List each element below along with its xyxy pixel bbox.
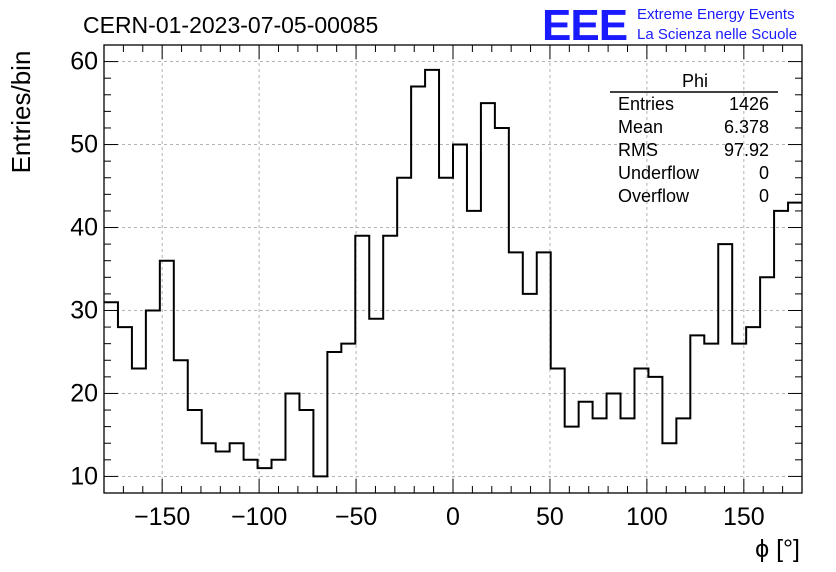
stats-row-label: Entries	[618, 94, 674, 114]
histogram-bin	[202, 443, 216, 493]
histogram-bin	[453, 145, 467, 493]
stats-row-value: 97.92	[724, 140, 769, 160]
stats-row-label: Underflow	[618, 163, 700, 183]
histogram-bin	[732, 344, 746, 493]
stats-row-value: 6.378	[724, 117, 769, 137]
stats-row-value: 0	[759, 186, 769, 206]
y-axis-label: Entries/bin	[6, 51, 36, 174]
histogram-bin	[495, 128, 509, 493]
histogram-bin	[565, 427, 579, 493]
x-tick-label: 100	[626, 503, 668, 531]
histogram-bin	[397, 178, 411, 493]
x-axis-ticks: −150 −100 −50 0 50 100 150	[122, 45, 784, 531]
histogram-bin	[118, 327, 132, 493]
histogram-bin	[774, 211, 788, 493]
histogram-bin	[285, 393, 299, 493]
eee-logo-line2: La Scienza nelle Scuole	[637, 26, 797, 43]
chart-title: CERN-01-2023-07-05-00085	[83, 12, 378, 38]
histogram-bin	[411, 86, 425, 493]
histogram-bin	[676, 418, 690, 493]
histogram-bin	[216, 452, 230, 493]
histogram-bin	[160, 261, 174, 493]
histogram-bin	[258, 468, 272, 493]
histogram-bin	[439, 178, 453, 493]
histogram-bin	[509, 252, 523, 493]
x-tick-label: −150	[134, 503, 190, 531]
stats-row-label: Mean	[618, 117, 663, 137]
histogram-bin	[537, 252, 551, 493]
histogram-bin	[355, 236, 369, 493]
histogram-bin	[174, 360, 188, 493]
histogram-bin	[621, 418, 635, 493]
histogram-bin	[634, 369, 648, 493]
x-tick-label: 150	[723, 503, 765, 531]
stats-row-label: RMS	[618, 140, 658, 160]
y-axis-ticks: 10 20 30 40 50 60	[70, 44, 802, 494]
histogram-bin	[104, 302, 118, 493]
histogram-bin	[788, 203, 802, 493]
histogram-bin	[327, 352, 341, 493]
histogram-bin	[718, 244, 732, 493]
histogram-bin	[523, 294, 537, 493]
histogram-bin	[593, 418, 607, 493]
stats-title: Phi	[682, 71, 708, 91]
histogram-bin	[313, 476, 327, 493]
histogram-bin	[648, 377, 662, 493]
stats-row-label: Overflow	[618, 186, 690, 206]
histogram-bin	[369, 319, 383, 493]
histogram-bin	[579, 402, 593, 493]
histogram-bin	[467, 211, 481, 493]
histogram-bin	[760, 277, 774, 493]
x-axis-label: ϕ [°]	[755, 535, 800, 563]
histogram-bin	[230, 443, 244, 493]
histogram-bin	[383, 236, 397, 493]
histogram-bin	[146, 310, 160, 493]
stats-box: Phi Entries 1426 Mean 6.378 RMS 97.92 Underflo…	[610, 71, 778, 206]
eee-logo: EEE Extreme Energy Events La Scienza nel…	[542, 1, 797, 50]
y-tick-label: 60	[70, 48, 98, 76]
x-tick-label: −50	[335, 503, 377, 531]
histogram-step-line	[104, 68, 802, 478]
eee-logo-mark: EEE	[542, 1, 627, 50]
y-tick-label: 20	[70, 379, 98, 407]
histogram-bin	[704, 344, 718, 493]
histogram-bin	[341, 344, 355, 493]
y-tick-label: 50	[70, 131, 98, 159]
eee-logo-line1: Extreme Energy Events	[637, 6, 795, 23]
histogram-bin	[662, 443, 676, 493]
histogram-series	[104, 68, 802, 493]
histogram-bin	[551, 369, 565, 493]
x-tick-label: −100	[231, 503, 287, 531]
histogram-bin	[244, 460, 258, 493]
histogram-bin	[746, 327, 760, 493]
y-tick-label: 40	[70, 214, 98, 242]
histogram-bin	[132, 369, 146, 493]
y-tick-label: 30	[70, 296, 98, 324]
histogram-bin	[425, 70, 439, 493]
histogram-bin	[607, 393, 621, 493]
histogram-bin	[299, 410, 313, 493]
x-tick-label: 50	[536, 503, 564, 531]
stats-row-value: 0	[759, 163, 769, 183]
stats-row-value: 1426	[729, 94, 769, 114]
histogram-bin	[188, 410, 202, 493]
histogram-bin	[690, 335, 704, 493]
y-tick-label: 10	[70, 462, 98, 490]
x-tick-label: 0	[446, 503, 460, 531]
histogram-bin	[481, 103, 495, 493]
